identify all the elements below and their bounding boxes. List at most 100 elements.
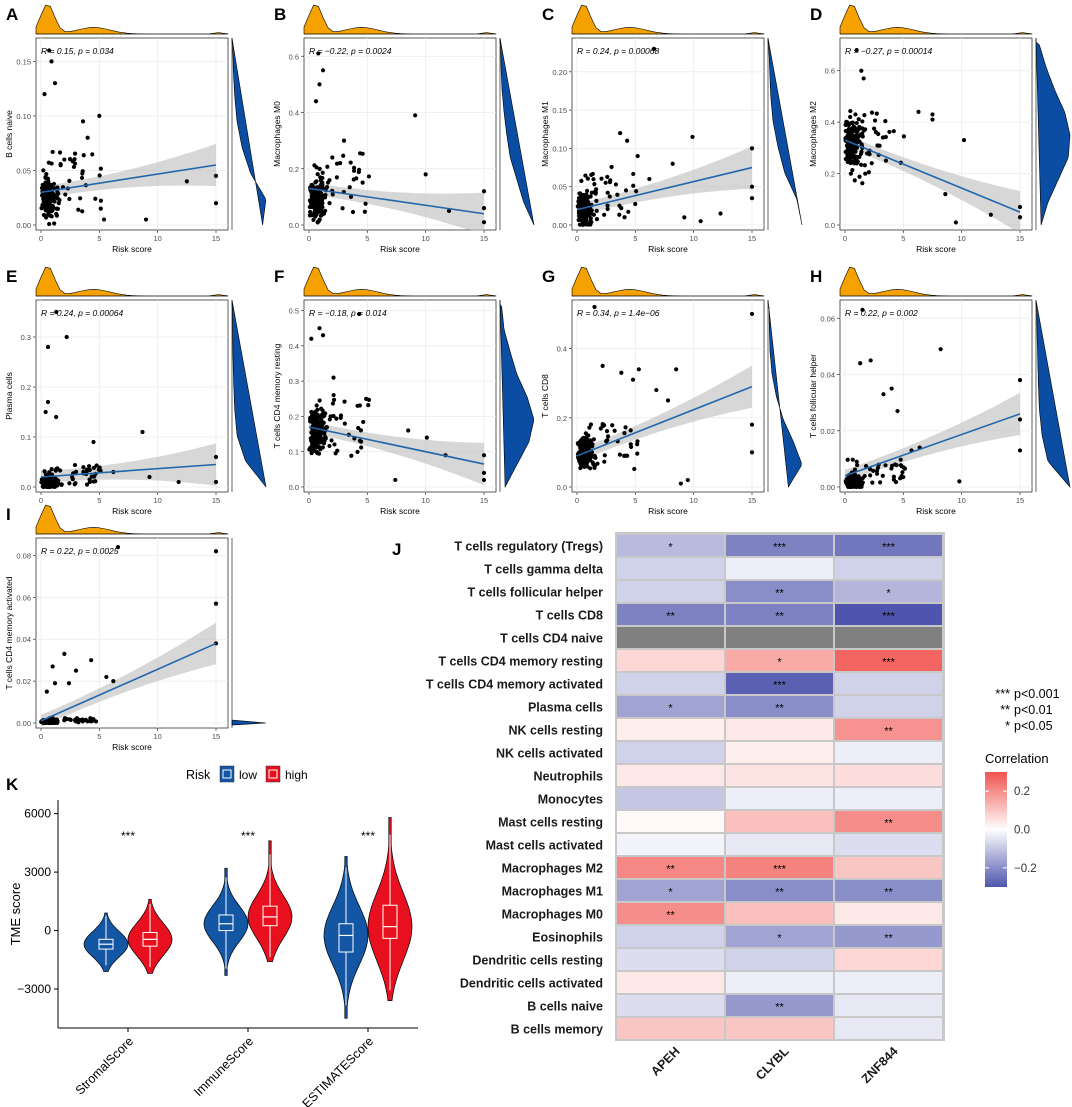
data-point	[867, 152, 872, 157]
data-point	[583, 173, 588, 178]
data-point	[359, 445, 364, 450]
sig-legend-text: p<0.05	[1014, 719, 1053, 733]
data-point	[323, 192, 328, 198]
y-tick-label: 0.6	[825, 67, 835, 76]
x-tick-label: 5	[901, 496, 905, 505]
x-axis-label: Risk score	[648, 244, 688, 254]
data-point	[587, 425, 592, 430]
data-point	[604, 429, 610, 434]
data-point	[577, 214, 582, 219]
data-point	[874, 111, 879, 116]
data-point	[749, 450, 755, 455]
data-point	[413, 113, 418, 118]
correlation-stat: R = 0.34, p = 1.4e−06	[577, 308, 660, 318]
data-point	[47, 48, 52, 53]
data-point	[930, 117, 935, 122]
panel-letter: G	[542, 267, 555, 286]
data-point	[883, 119, 888, 124]
data-point	[901, 474, 906, 480]
data-point	[591, 212, 596, 217]
data-point	[581, 436, 587, 441]
legend-key-box	[222, 769, 232, 779]
scatter-panel-e: E R = 0.24, p = 0.00064 0.0 0.1 0.2 0.3 0 5 10 15…	[4, 266, 267, 516]
heatmap-cell	[617, 696, 724, 717]
data-point	[617, 203, 622, 208]
data-point	[866, 170, 871, 175]
heatmap-cell	[726, 604, 833, 625]
regression-line	[40, 642, 217, 722]
sig-legend-text: p<0.01	[1014, 703, 1053, 717]
y-tick-label: 0.15	[16, 57, 31, 66]
violin-shape	[367, 817, 413, 1002]
data-point	[847, 477, 852, 482]
x-axis-label: Risk score	[380, 244, 420, 254]
heatmap-cell	[617, 581, 724, 602]
data-point	[613, 182, 619, 187]
heatmap-cell	[617, 604, 724, 625]
data-point	[338, 415, 343, 421]
data-point	[316, 219, 321, 224]
x-axis-label: Risk score	[916, 506, 956, 516]
data-point	[43, 409, 48, 415]
panel-letter: H	[810, 267, 822, 286]
data-point	[628, 442, 633, 447]
heatmap-row-label: Eosinophils	[532, 931, 603, 945]
data-point	[859, 142, 864, 147]
data-point	[872, 126, 877, 131]
x-tick-label: 0	[843, 234, 847, 243]
data-point	[851, 125, 856, 130]
data-point	[682, 215, 687, 220]
data-point	[862, 473, 867, 479]
data-point	[47, 221, 52, 227]
heatmap-cell	[835, 765, 942, 786]
data-points	[575, 46, 755, 227]
heatmap-cell	[617, 1018, 724, 1039]
data-point	[943, 192, 948, 197]
heatmap-cell	[726, 811, 833, 832]
heatmap-cell	[835, 742, 942, 763]
data-point	[342, 421, 347, 426]
data-point	[845, 481, 850, 486]
data-point	[332, 442, 337, 447]
data-point	[846, 157, 851, 163]
data-point	[333, 451, 338, 456]
heatmap-cell	[617, 673, 724, 694]
data-point	[619, 370, 624, 375]
heatmap-cell	[617, 857, 724, 878]
data-point	[313, 99, 319, 104]
correlation-stat: R = 0.22, p = 0.0025	[41, 546, 119, 556]
y-tick-label: 0.00	[820, 483, 835, 492]
heatmap-cell	[726, 650, 833, 671]
x-tick-label: 0	[307, 234, 311, 243]
data-point	[54, 213, 60, 218]
data-point	[623, 425, 628, 430]
violin-shape	[127, 899, 173, 974]
data-point	[585, 176, 590, 181]
heatmap-row-label: Dendritic cells resting	[472, 954, 603, 968]
data-point	[349, 453, 354, 458]
data-point	[47, 213, 52, 218]
y-tick-label: 0.04	[16, 635, 31, 644]
data-point	[852, 159, 857, 164]
data-point	[592, 465, 597, 470]
y-axis-label: T cells follicular helper	[808, 354, 818, 438]
data-point	[595, 461, 600, 466]
box	[262, 905, 278, 927]
data-point	[590, 442, 595, 447]
significance-stars: *	[668, 542, 673, 554]
x-axis-label: Risk score	[112, 742, 152, 752]
data-point	[213, 549, 219, 554]
data-point	[320, 175, 325, 181]
data-point	[213, 454, 219, 460]
heatmap-row-label: T cells CD4 memory resting	[438, 655, 603, 669]
data-point	[311, 217, 316, 223]
heatmap-cell	[726, 949, 833, 970]
heatmap-row-label: T cells follicular helper	[468, 586, 604, 600]
y-tick-label: 0.00	[16, 719, 31, 728]
y-tick-label: 0.1	[289, 448, 299, 457]
data-point	[62, 651, 67, 656]
heatmap-cell	[617, 535, 724, 556]
data-point	[854, 459, 859, 464]
data-point	[363, 201, 368, 206]
significance-stars: **	[775, 611, 784, 623]
